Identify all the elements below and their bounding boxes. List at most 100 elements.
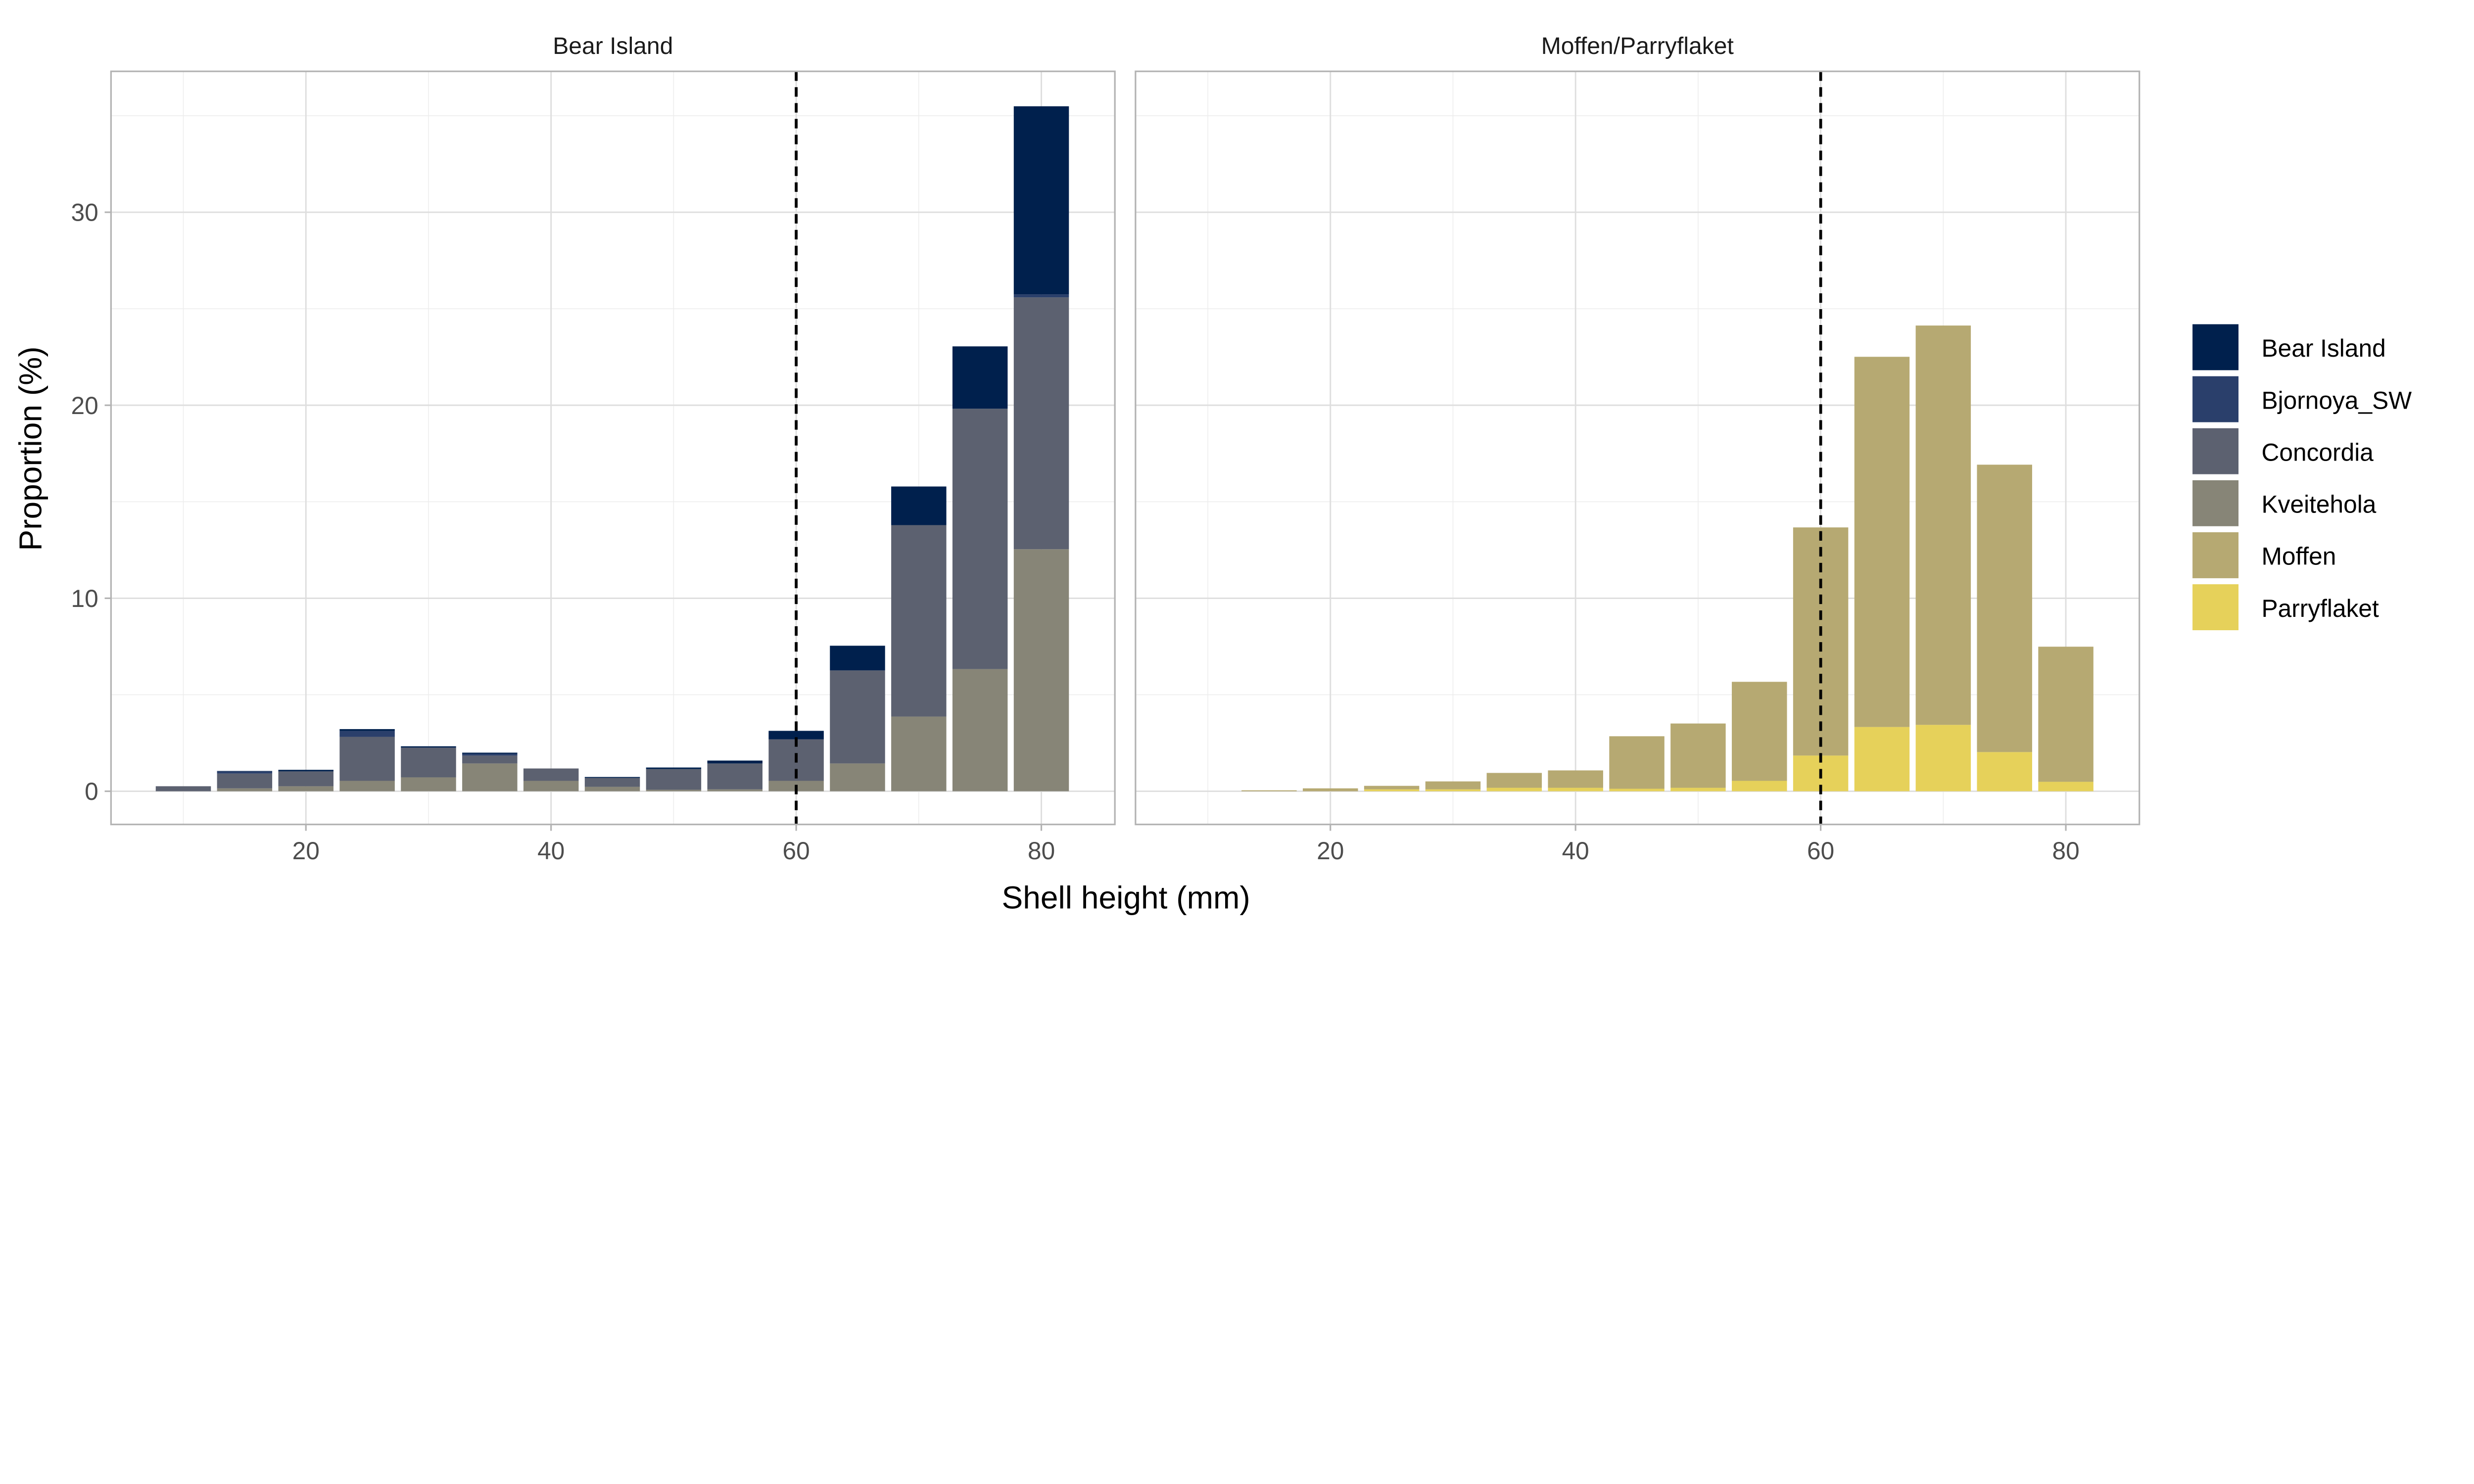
- bar-segment-bjornoya-sw-15: [217, 771, 273, 774]
- bar-segment-parryflaket-80: [2038, 782, 2093, 791]
- legend-item: Moffen: [2190, 530, 2336, 580]
- bar-segment-moffen-25: [1364, 786, 1420, 789]
- bar-segment-moffen-45: [1609, 736, 1665, 789]
- bar-segment-moffen-65: [1854, 357, 1910, 727]
- bar-segment-parryflaket-55: [1732, 781, 1787, 791]
- panel-background: [111, 71, 1115, 825]
- bar-segment-bear-island-45: [584, 777, 640, 778]
- bar-segment-moffen-80: [2038, 647, 2093, 782]
- bar-segment-concordia-40: [523, 768, 579, 781]
- legend-label: Bjornoya_SW: [2262, 386, 2412, 414]
- legend-key: [2190, 323, 2240, 372]
- bar-segment-kveitehola-45: [584, 787, 640, 791]
- legend-key: [2190, 478, 2240, 528]
- panel-title: Bear Island: [553, 33, 673, 59]
- bar-segment-bear-island-25: [339, 729, 395, 731]
- bar-segment-parryflaket-65: [1854, 727, 1910, 791]
- panels: Bear Island 20 40 60 80 0 10 20 30 Moffen/Parryfl…: [71, 33, 2141, 865]
- bar-segment-parryflaket-30: [1425, 789, 1481, 791]
- bar-segment-kveitehola-30: [401, 777, 456, 791]
- bar-segment-parryflaket-45: [1609, 788, 1665, 791]
- bar-segment-bjornoya-sw-25: [339, 731, 395, 737]
- bar-segment-bjornoya-sw-35: [462, 753, 518, 756]
- bar-segment-concordia-50: [646, 769, 702, 790]
- y-tick-label: 20: [71, 392, 98, 419]
- panel-background: [1135, 71, 2140, 825]
- legend-item: Kveitehola: [2190, 478, 2377, 528]
- bar-segment-kveitehola-15: [217, 788, 273, 791]
- legend-key: [2190, 530, 2240, 580]
- bar-segment-moffen-70: [1915, 325, 1971, 725]
- y-tick-label: 0: [85, 778, 98, 805]
- bar-segment-bjornoya-sw-80: [1013, 294, 1069, 298]
- legend-label: Kveitehola: [2262, 491, 2377, 518]
- bar-segment-bear-island-30: [401, 746, 456, 748]
- bar-segment-moffen-55: [1732, 682, 1787, 781]
- bar-segment-concordia-15: [217, 773, 273, 788]
- bar-segment-parryflaket-40: [1548, 788, 1603, 791]
- panel-2: Moffen/Parryflaket 20 40 60 80: [1135, 33, 2141, 865]
- bar-segment-bear-island-20: [278, 770, 333, 772]
- y-axis-title: Proportion (%): [12, 346, 48, 551]
- panel-1: Bear Island 20 40 60 80 0 10 20 30: [71, 33, 1116, 865]
- bar-segment-bear-island-70: [891, 486, 947, 525]
- bar-segment-bear-island-65: [830, 646, 885, 671]
- bar-segment-kveitehola-65: [830, 763, 885, 791]
- bar-segment-concordia-45: [584, 778, 640, 787]
- legend-key: [2190, 426, 2240, 476]
- x-tick-label: 60: [1807, 837, 1834, 865]
- bar-segment-moffen-20: [1303, 788, 1358, 791]
- bar-segment-parryflaket-35: [1486, 788, 1542, 791]
- bar-segment-parryflaket-75: [1977, 752, 2032, 791]
- bar-segment-moffen-15: [1241, 790, 1297, 791]
- bar-segment-moffen-35: [1486, 773, 1542, 788]
- legend: Bear Island Bjornoya_SW Concordia Kveitehol…: [2190, 323, 2412, 632]
- bar-segment-parryflaket-70: [1915, 725, 1971, 791]
- bar-segment-kveitehola-40: [523, 781, 579, 791]
- y-tick-label: 30: [71, 199, 98, 227]
- bar-segment-bear-island-50: [646, 767, 702, 769]
- legend-label: Bear Island: [2262, 334, 2386, 362]
- x-tick-label: 40: [1562, 837, 1589, 865]
- bar-segment-bear-island-35: [462, 752, 518, 754]
- y-tick-label: 10: [71, 585, 98, 612]
- bar-segment-moffen-50: [1670, 723, 1726, 788]
- legend-item: Concordia: [2190, 426, 2374, 476]
- legend-key: [2190, 374, 2240, 424]
- bar-segment-concordia-55: [707, 763, 763, 789]
- chart: Bear Island 20 40 60 80 0 10 20 30 Moffen/Parryfl…: [12, 32, 2412, 916]
- bar-segment-bear-island-75: [952, 346, 1008, 409]
- x-tick-label: 20: [292, 837, 320, 865]
- bar-segment-kveitehola-25: [339, 781, 395, 791]
- legend-item: Bjornoya_SW: [2190, 374, 2412, 424]
- x-tick-label: 60: [783, 837, 810, 865]
- bar-segment-concordia-30: [401, 747, 456, 778]
- bar-segment-kveitehola-20: [278, 786, 333, 791]
- bar-segment-concordia-70: [891, 525, 947, 717]
- bar-segment-parryflaket-50: [1670, 788, 1726, 791]
- bar-segment-moffen-30: [1425, 781, 1481, 789]
- bar-segment-parryflaket-25: [1364, 789, 1420, 791]
- bar-segment-bear-island-55: [707, 760, 763, 764]
- legend-item: Parryflaket: [2190, 582, 2379, 632]
- x-axis-title: Shell height (mm): [1002, 880, 1250, 916]
- bar-segment-kveitehola-70: [891, 716, 947, 791]
- bar-segment-moffen-75: [1977, 464, 2032, 752]
- bar-segment-kveitehola-80: [1013, 549, 1069, 791]
- bar-segment-kveitehola-35: [462, 763, 518, 791]
- bar-segment-moffen-40: [1548, 770, 1603, 788]
- x-tick-label: 40: [537, 837, 565, 865]
- bar-segment-bear-island-60: [768, 731, 824, 740]
- panel-border: [110, 70, 1116, 826]
- bar-segment-concordia-25: [339, 737, 395, 781]
- bar-segment-kveitehola-75: [952, 669, 1008, 791]
- x-tick-label: 80: [1028, 837, 1055, 865]
- bar-segment-kveitehola-50: [646, 789, 702, 791]
- bar-segment-bear-island-80: [1013, 106, 1069, 295]
- bar-segment-kveitehola-55: [707, 789, 763, 791]
- bar-segment-concordia-35: [462, 755, 518, 764]
- bar-segment-concordia-65: [830, 670, 885, 764]
- bar-segment-moffen-60: [1793, 527, 1849, 756]
- bar-segment-concordia-80: [1013, 297, 1069, 550]
- legend-label: Concordia: [2262, 438, 2374, 466]
